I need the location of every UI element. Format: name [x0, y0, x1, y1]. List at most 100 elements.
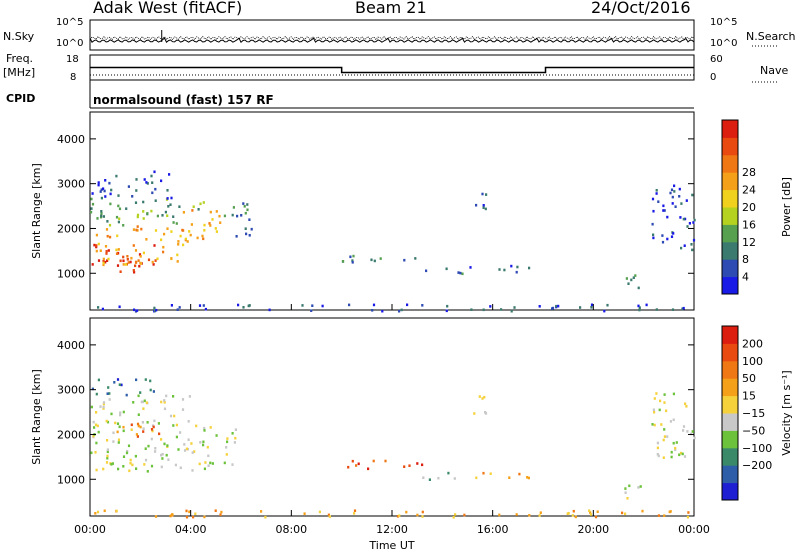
noise-right-label: N.Search — [746, 30, 796, 43]
velocity-cell — [666, 435, 669, 438]
velocity-cell — [94, 423, 98, 427]
noise-left-tick-bottom: 10^0 — [56, 38, 84, 49]
velocity-cell — [508, 476, 511, 479]
velocity-cell — [367, 467, 370, 471]
velocity-cell — [422, 476, 425, 479]
velocity-cell — [173, 414, 176, 418]
velocity-cell — [234, 436, 237, 440]
velocity-cell — [621, 511, 624, 515]
velocity-cell — [114, 421, 117, 425]
velocity-cell — [106, 439, 109, 442]
power-cell — [106, 234, 109, 238]
power-cell — [678, 195, 681, 198]
time-axis: 00:00 04:00 08:00 12:00 16:00 20:00 00:00 Time … — [74, 304, 710, 552]
noise-right-tick-bottom: 10^0 — [710, 38, 738, 49]
power-cell — [154, 259, 157, 262]
power-cell — [203, 229, 206, 232]
velocity-cell — [174, 463, 177, 467]
power-region-7 — [425, 267, 464, 276]
power-cell — [115, 174, 118, 178]
power-cell — [156, 257, 159, 261]
power-cell — [243, 205, 246, 208]
velocity-cell — [596, 510, 599, 513]
power-cell — [661, 240, 665, 244]
power-cell — [209, 210, 212, 214]
velocity-cell — [181, 398, 185, 401]
power-cell — [352, 254, 355, 258]
noise-left-label: N.Sky — [3, 30, 35, 43]
power-cell — [666, 215, 669, 219]
power-cell — [168, 173, 171, 176]
power-cell — [106, 259, 109, 262]
power-cell — [680, 246, 683, 250]
power-cell — [109, 192, 112, 196]
power-cell — [669, 191, 672, 195]
power-cell — [125, 263, 128, 266]
power-region-5 — [223, 202, 253, 238]
nave-tick-bottom: 0 — [710, 72, 717, 83]
velocity-cell — [154, 450, 157, 453]
power-colorbar-tick-5: 24 — [742, 184, 756, 197]
velocity-cell — [96, 424, 99, 428]
velocity-cell — [106, 448, 109, 451]
velocity-cell — [303, 512, 306, 515]
power-cell — [145, 181, 148, 184]
velocity-ytick-label-3: 4000 — [57, 339, 85, 352]
power-cell — [153, 244, 156, 247]
velocity-cell — [169, 414, 173, 418]
cpid-label: CPID — [6, 92, 36, 105]
velocity-cell — [207, 454, 210, 458]
x-tick-label-4: 16:00 — [477, 523, 509, 536]
power-cell — [97, 259, 101, 262]
power-cell — [122, 224, 125, 227]
power-cell — [189, 233, 192, 237]
velocity-cell — [107, 386, 110, 389]
power-cell — [503, 268, 506, 272]
velocity-cell — [91, 387, 94, 391]
power-cell — [632, 276, 635, 279]
power-cell — [164, 210, 167, 214]
velocity-cell — [637, 486, 640, 489]
power-cell — [104, 245, 108, 248]
velocity-colorbar-swatch-4 — [722, 413, 738, 431]
velocity-cell — [137, 394, 140, 398]
power-cell — [637, 286, 640, 290]
power-region-10 — [625, 274, 640, 290]
power-cell — [673, 184, 676, 188]
power-cell — [204, 307, 207, 311]
velocity-cell — [136, 422, 140, 426]
power-cell — [132, 228, 135, 231]
power-cell — [100, 196, 103, 200]
power-cell — [153, 170, 156, 174]
power-cell — [637, 304, 640, 308]
velocity-cell — [624, 491, 627, 494]
power-cell — [126, 255, 129, 258]
power-cell — [671, 308, 675, 311]
velocity-cell — [659, 399, 662, 403]
power-cell — [235, 235, 238, 238]
power-cell — [201, 234, 204, 238]
velocity-cell — [144, 378, 147, 381]
power-cell — [136, 225, 139, 228]
velocity-cell — [172, 395, 175, 398]
velocity-cell — [223, 461, 226, 465]
velocity-cell — [137, 424, 140, 428]
velocity-cell — [110, 412, 113, 416]
power-colorbar-swatch-1 — [722, 259, 738, 278]
power-cell — [117, 204, 120, 208]
velocity-cell — [481, 397, 484, 400]
velocity-cell — [353, 512, 356, 515]
velocity-cell — [656, 453, 659, 456]
velocity-cell — [685, 405, 688, 408]
velocity-cell — [161, 457, 164, 460]
velocity-cell — [663, 514, 666, 517]
power-cell — [132, 244, 135, 247]
velocity-region-7 — [473, 395, 488, 415]
velocity-cell — [108, 392, 111, 395]
nave-tick-top: 60 — [710, 54, 723, 65]
velocity-region-5 — [422, 471, 456, 481]
power-cell — [136, 213, 140, 217]
velocity-cell — [135, 467, 138, 470]
power-cell — [690, 243, 693, 246]
velocity-region-3 — [91, 378, 155, 397]
